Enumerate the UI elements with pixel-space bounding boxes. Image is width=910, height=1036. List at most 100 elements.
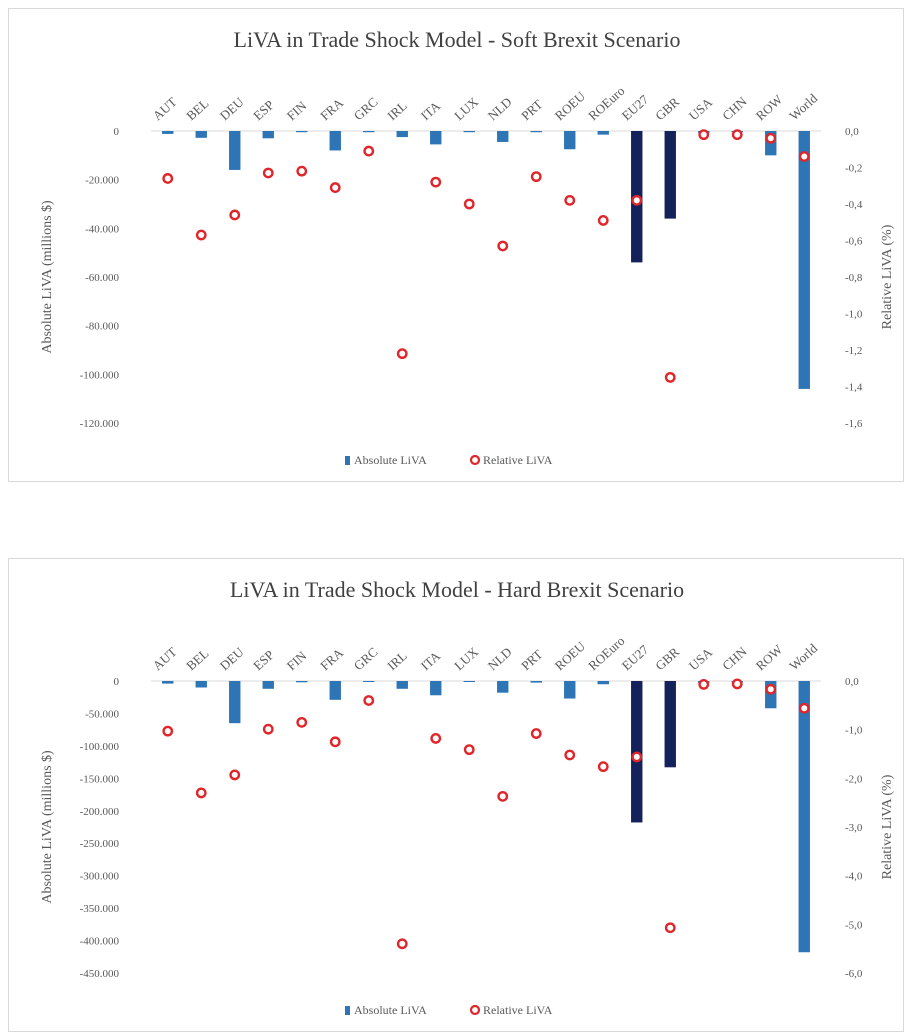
marker-aut (162, 725, 174, 737)
category-label: ITA (418, 98, 444, 123)
y2-tick-label: 0,0 (845, 676, 859, 688)
marker-irl (396, 938, 408, 950)
bar-grc (363, 681, 375, 682)
marker-esp (262, 167, 274, 179)
category-label: LUX (451, 644, 481, 673)
category-label: IRL (384, 648, 410, 673)
hard-brexit-chart-svg: LiVA in Trade Shock Model - Hard Brexit … (40, 577, 895, 1017)
category-label: ROEU (552, 88, 589, 123)
marker-roeu (564, 749, 576, 761)
bar-world (798, 131, 810, 389)
y2-tick-label: -3,0 (845, 822, 863, 834)
category-label: GRC (351, 94, 381, 123)
y-tick-label: -450.000 (80, 968, 120, 980)
marker-world (798, 151, 810, 162)
y2-tick-label: -1,0 (845, 725, 863, 737)
marker-usa (698, 129, 710, 141)
bar-esp (262, 131, 274, 139)
y-tick-label: -100.000 (80, 369, 120, 381)
category-label: AUT (150, 94, 180, 123)
y2-tick-label: -0,8 (845, 272, 863, 284)
marker-gbr (664, 922, 676, 934)
legend-bar-swatch (345, 456, 350, 465)
y-tick-label: -80.000 (85, 321, 119, 333)
marker-fra (329, 736, 341, 748)
category-label: AUT (150, 644, 180, 673)
category-label: ESP (250, 647, 277, 673)
bar-grc (363, 131, 375, 133)
legend-absolute-label: Absolute LiVA (354, 453, 427, 467)
bar-deu (229, 131, 241, 170)
y-tick-label: -150.000 (80, 773, 120, 785)
marker-fin (296, 165, 308, 177)
marker-world (798, 702, 810, 714)
marker-eu27 (631, 194, 643, 206)
legend-absolute-label: Absolute LiVA (354, 1003, 427, 1017)
category-label: PRT (518, 647, 545, 674)
bar-world (798, 681, 810, 953)
marker-lux (463, 744, 475, 756)
y2-tick-label: -4,0 (845, 871, 863, 883)
bar-bel (195, 681, 207, 688)
y-tick-label: -250.000 (80, 838, 120, 850)
category-label: World (786, 90, 820, 123)
legend-marker-swatch (469, 454, 481, 466)
category-label: FIN (284, 648, 310, 674)
y-tick-label: -400.000 (80, 936, 120, 948)
soft-brexit-chart: LiVA in Trade Shock Model - Soft Brexit … (8, 8, 904, 482)
y2-tick-label: -1,0 (845, 309, 863, 321)
category-label: FRA (317, 645, 346, 673)
bar-ita (430, 681, 442, 696)
y2-tick-label: 0,0 (845, 126, 859, 138)
marker-nld (497, 790, 509, 802)
y2-tick-label: -1,6 (845, 418, 863, 430)
category-label: DEU (217, 94, 247, 123)
y-tick-label: -200.000 (80, 806, 120, 818)
y-tick-label: -120.000 (80, 418, 120, 430)
marker-row (765, 132, 777, 144)
bar-aut (162, 131, 174, 134)
bar-nld (497, 131, 509, 142)
bar-esp (262, 681, 274, 689)
marker-grc (363, 145, 375, 157)
category-label: ROEuro (585, 633, 627, 673)
category-label: GBR (652, 94, 682, 123)
category-label: NLD (485, 644, 515, 673)
y2-tick-label: -6,0 (845, 968, 863, 980)
y2-tick-label: -1,4 (845, 382, 863, 394)
y-tick-label: -100.000 (80, 741, 120, 753)
bar-lux (463, 681, 475, 682)
category-label: GRC (351, 644, 381, 673)
marker-roeu (564, 194, 576, 206)
category-label: PRT (518, 97, 545, 124)
marker-prt (530, 728, 542, 739)
marker-deu (229, 209, 241, 221)
y2-axis-title: Relative LiVA (%) (880, 224, 895, 329)
marker-eu27 (631, 751, 643, 763)
bar-roeu (564, 681, 576, 699)
y2-tick-label: -0,2 (845, 163, 862, 175)
bar-prt (530, 681, 542, 683)
marker-fra (329, 182, 341, 193)
category-label: ROW (753, 91, 786, 123)
category-label: ROEU (552, 638, 589, 673)
y2-axis-title: Relative LiVA (%) (880, 774, 895, 879)
marker-nld (497, 240, 509, 252)
marker-gbr (664, 371, 676, 383)
marker-bel (195, 229, 207, 241)
bar-gbr (664, 681, 676, 768)
marker-usa (698, 679, 710, 690)
marker-fin (296, 716, 308, 728)
bar-fin (296, 131, 308, 133)
category-label: IRL (384, 98, 410, 123)
marker-chn (731, 678, 743, 690)
marker-irl (396, 348, 408, 360)
y-tick-label: -40.000 (85, 223, 119, 235)
chart-title: LiVA in Trade Shock Model - Soft Brexit … (234, 27, 681, 52)
y-tick-label: -350.000 (80, 903, 120, 915)
legend-marker-swatch (469, 1004, 481, 1016)
bar-irl (396, 681, 408, 689)
y-tick-label: 0 (114, 126, 120, 138)
bar-roeuro (597, 131, 609, 135)
marker-lux (463, 198, 475, 210)
